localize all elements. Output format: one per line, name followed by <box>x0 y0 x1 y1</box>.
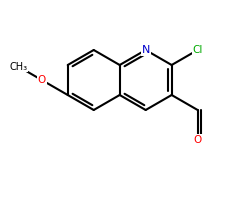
Text: O: O <box>38 75 46 85</box>
Text: N: N <box>142 45 150 55</box>
Text: Cl: Cl <box>192 45 203 55</box>
Text: O: O <box>193 135 202 145</box>
Text: CH₃: CH₃ <box>9 62 27 72</box>
